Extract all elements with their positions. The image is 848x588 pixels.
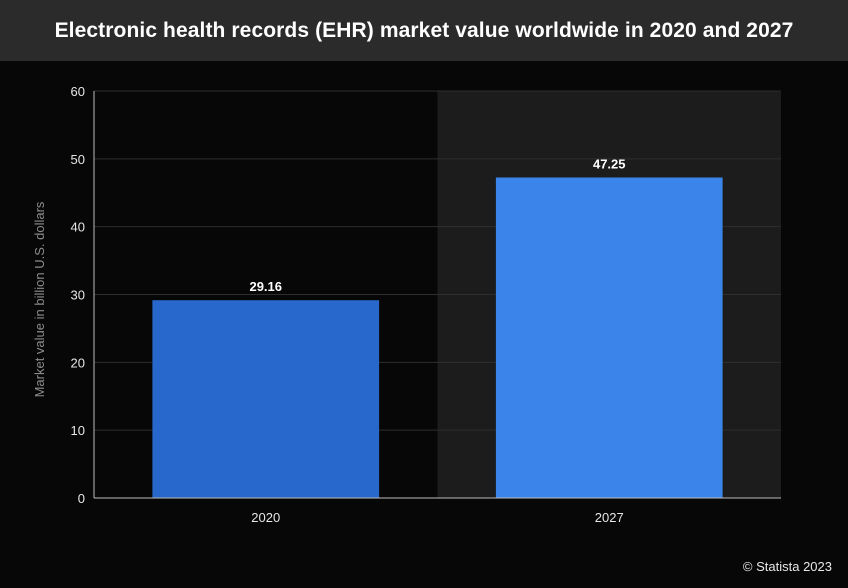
chart-title: Electronic health records (EHR) market v… <box>54 18 794 42</box>
y-tick-label: 50 <box>71 152 85 167</box>
source-credit: © Statista 2023 <box>742 559 832 574</box>
bar-chart: 0 10 20 30 40 50 60 29.16 2020 47.25 2027 Market va… <box>32 84 781 525</box>
y-tick-label: 40 <box>71 220 85 235</box>
bar-2027 <box>495 177 723 499</box>
x-tick-label: 2020 <box>251 510 280 525</box>
y-axis-title: Market value in billion U.S. dollars <box>32 201 47 397</box>
x-tick-label: 2027 <box>595 510 624 525</box>
data-label: 47.25 <box>593 156 626 171</box>
y-tick-label: 30 <box>71 288 85 303</box>
y-tick-label: 10 <box>71 423 85 438</box>
bar-2020 <box>152 300 380 498</box>
y-tick-label: 60 <box>71 84 85 99</box>
data-label: 29.16 <box>249 279 282 294</box>
y-tick-label: 0 <box>78 491 85 506</box>
title-bar: Electronic health records (EHR) market v… <box>0 0 848 61</box>
y-tick-label: 20 <box>71 355 85 370</box>
